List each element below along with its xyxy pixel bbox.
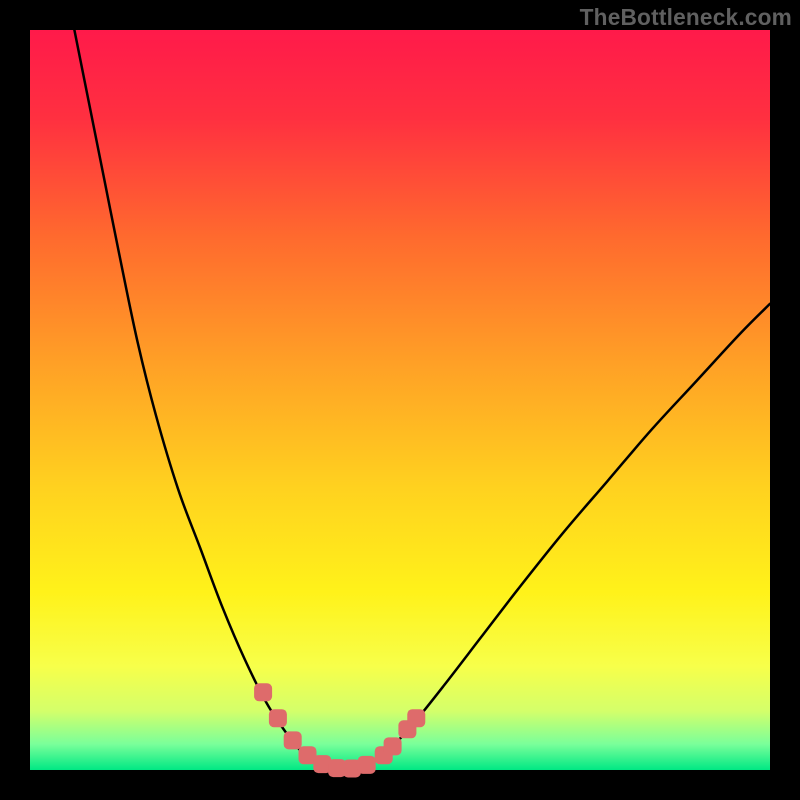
data-marker — [407, 709, 425, 727]
data-marker — [284, 731, 302, 749]
chart-stage: TheBottleneck.com — [0, 0, 800, 800]
bottleneck-curve-right — [348, 304, 770, 769]
marker-group — [254, 683, 425, 777]
bottleneck-curve-left — [74, 30, 348, 769]
data-marker — [269, 709, 287, 727]
data-marker — [254, 683, 272, 701]
watermark-text: TheBottleneck.com — [580, 4, 792, 31]
data-marker — [358, 756, 376, 774]
plot-area — [30, 30, 770, 770]
data-marker — [384, 737, 402, 755]
curve-layer — [30, 30, 770, 770]
